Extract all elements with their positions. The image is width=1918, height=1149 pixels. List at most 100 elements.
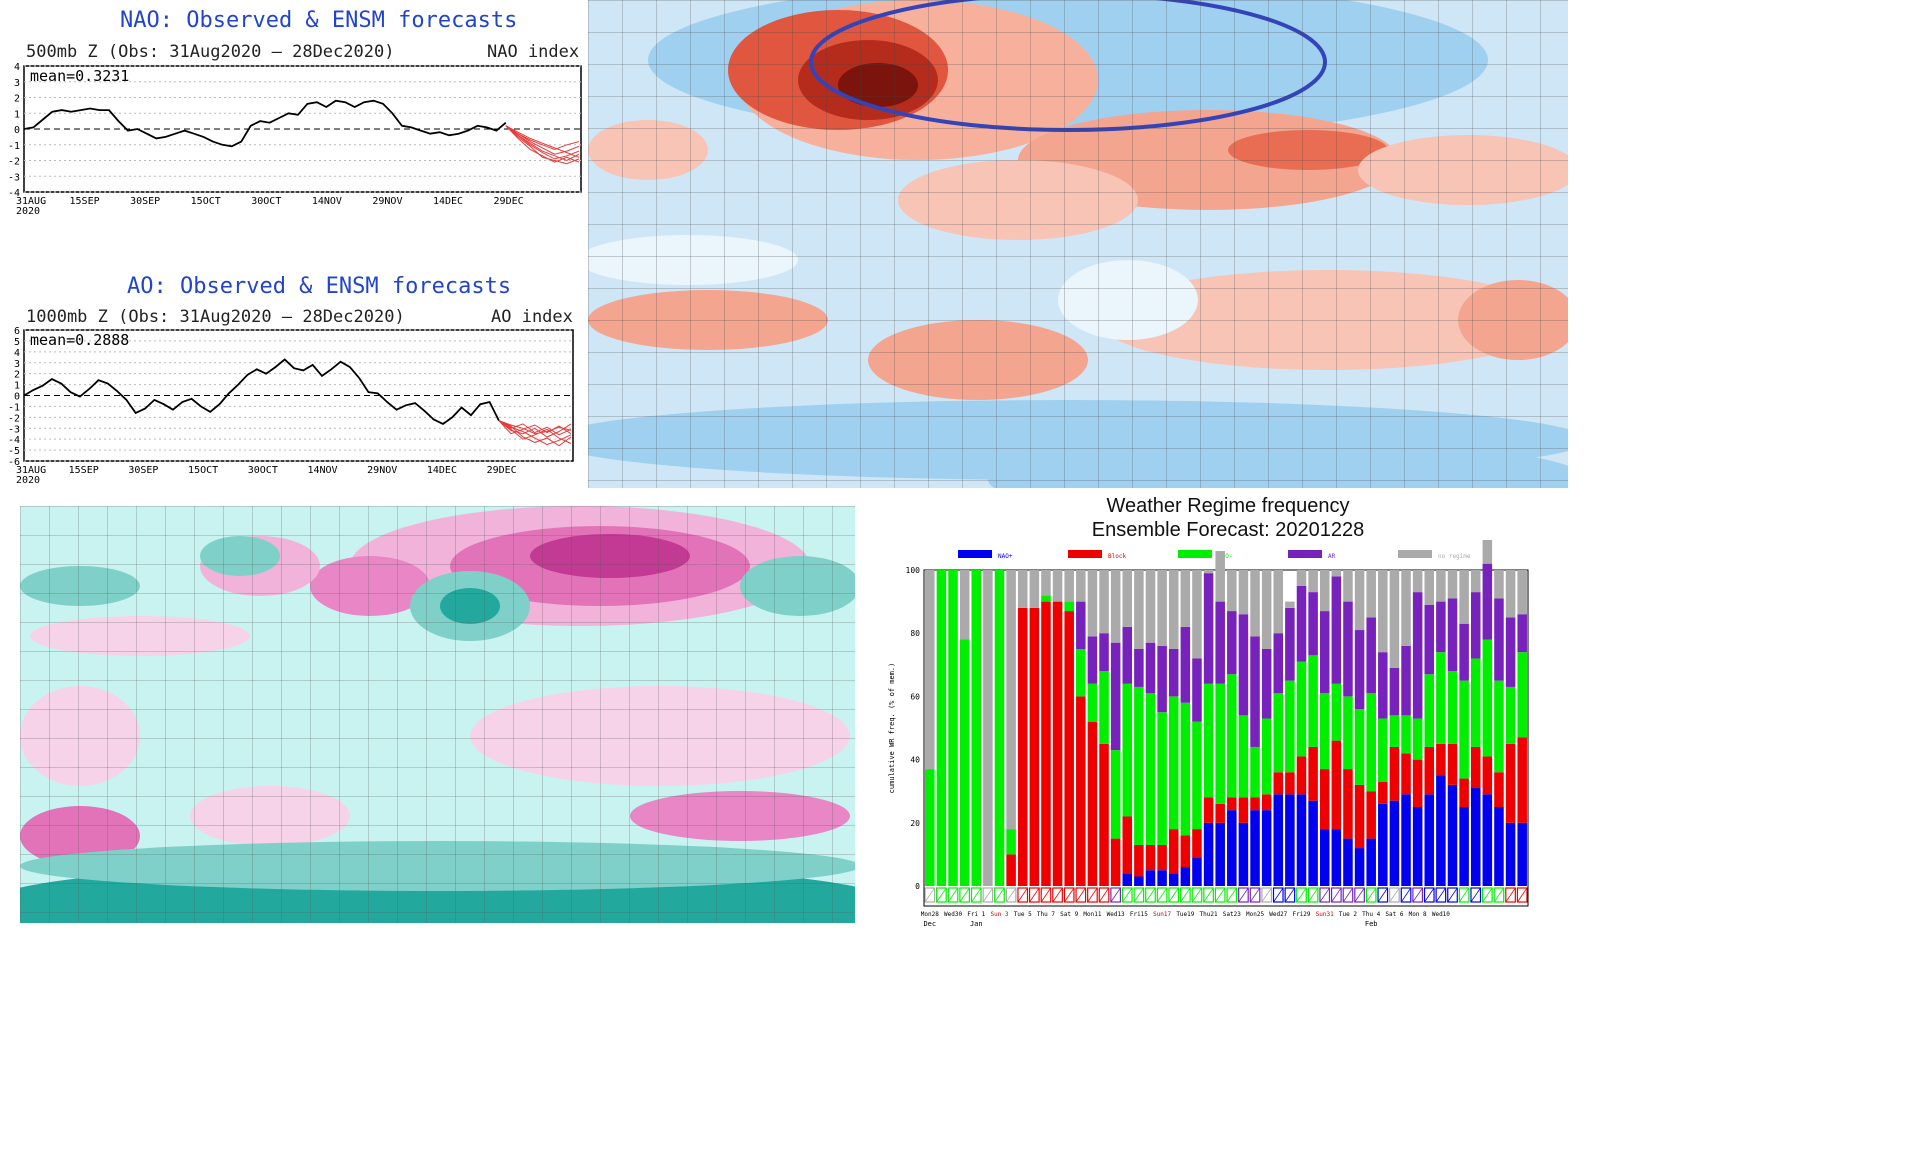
y-tick-label: 80	[910, 629, 920, 638]
regime-marker-hatch	[1157, 887, 1168, 903]
bar-segment	[1110, 750, 1121, 839]
bar-segment	[1099, 570, 1109, 634]
forecast-member-line	[498, 420, 572, 444]
bar-segment	[1296, 570, 1307, 586]
regime-marker-hatch	[1482, 887, 1493, 903]
bar-segment	[1250, 746, 1260, 798]
legend-label: NAO+	[998, 553, 1013, 560]
bar-segment	[1180, 867, 1191, 886]
bar-segment	[1378, 652, 1388, 719]
y-tick-label: 4	[14, 62, 20, 73]
x-tick-label: Thu21	[1200, 911, 1218, 918]
bar-segment	[1366, 693, 1376, 792]
bar-segment	[1273, 693, 1284, 773]
regime-marker-hatch	[982, 887, 993, 903]
bar-segment	[1261, 810, 1272, 886]
bar-segment	[1087, 683, 1098, 722]
regime-marker-hatch	[1110, 887, 1121, 903]
x-tick-label: 15OCT	[188, 465, 218, 476]
bar-segment	[1401, 753, 1411, 795]
bar-segment	[1296, 661, 1307, 757]
bar-segment	[1227, 797, 1237, 811]
bar-segment	[971, 570, 982, 886]
x-tick-label: 30OCT	[248, 465, 278, 476]
x-tick-label: Wed13	[1107, 911, 1125, 918]
y-tick-label: -4	[8, 188, 20, 199]
bar-segment	[1192, 829, 1202, 858]
bar-segment	[1017, 570, 1028, 608]
regime-marker-hatch	[1400, 887, 1412, 903]
bar-segment	[1273, 570, 1284, 634]
x-tick-label: Fri 1	[967, 911, 985, 918]
bar-segment	[1238, 570, 1249, 615]
bar-segment	[1215, 601, 1225, 684]
bar-segment	[1517, 737, 1527, 823]
bar-segment	[1424, 604, 1435, 675]
bar-segment	[1331, 829, 1342, 886]
bar-segment	[1424, 794, 1435, 886]
forecast-member-line	[498, 420, 572, 446]
bar-segment	[1273, 794, 1284, 886]
x-tick-label: Sat23	[1223, 911, 1241, 918]
bar-segment	[1285, 680, 1295, 773]
x-tick-label: Wed10	[1432, 911, 1450, 918]
bar-segment	[1343, 838, 1353, 886]
bar-segment	[1261, 570, 1272, 649]
regime-marker-hatch	[1284, 887, 1295, 903]
x-tick-label: 31AUG	[16, 465, 46, 476]
bar-segment	[1064, 601, 1074, 612]
bar-segment	[1319, 693, 1330, 770]
bar-segment	[1389, 746, 1400, 801]
y-tick-label: -2	[8, 157, 20, 168]
ao-index-label: AO index	[491, 307, 573, 327]
ao-subtitle: 1000mb Z (Obs: 31Aug2020 – 28Dec2020)	[26, 307, 405, 327]
bar-segment	[1459, 778, 1469, 807]
bar-segment	[1285, 607, 1295, 681]
bar-segment	[925, 769, 935, 886]
bar-segment	[1436, 652, 1446, 744]
bar-segment	[1308, 655, 1318, 747]
bar-segment	[959, 570, 970, 640]
observed-line	[23, 358, 500, 425]
bar-segment	[1296, 585, 1307, 662]
bar-segment	[1412, 718, 1423, 760]
x-tick-label: 29DEC	[487, 465, 517, 476]
x-tick-label: Sat 6	[1385, 911, 1403, 918]
mean-label: mean=0.2888	[30, 331, 129, 349]
bar-segment	[1331, 683, 1342, 741]
x-tick-label: 30SEP	[128, 465, 158, 476]
wr-title-line1: Weather Regime frequency	[1106, 495, 1350, 517]
bar-segment	[1076, 649, 1086, 697]
y-tick-label: 0	[14, 392, 20, 403]
bar-segment	[1308, 570, 1318, 593]
bar-segment	[1168, 696, 1179, 830]
bar-segment	[1354, 570, 1365, 631]
bar-segment	[1424, 570, 1435, 605]
regime-marker-hatch	[1377, 887, 1388, 903]
regime-marker-hatch	[947, 887, 959, 903]
bar-segment	[1401, 794, 1411, 886]
legend-swatch	[1068, 550, 1102, 558]
bar-segment	[1308, 800, 1318, 886]
bar-segment	[1494, 680, 1504, 773]
regime-marker-hatch	[1133, 887, 1144, 903]
x-tick-label: Fri29	[1292, 911, 1310, 918]
regime-marker-hatch	[1342, 887, 1354, 903]
regime-marker-hatch	[1470, 887, 1481, 903]
bar-segment	[1354, 848, 1365, 886]
bar-segment	[959, 639, 970, 886]
forecast-member-line	[505, 125, 580, 158]
x-tick-label: Mon11	[1083, 911, 1101, 918]
x-tick-label: 15OCT	[191, 196, 221, 207]
bar-segment	[1006, 854, 1016, 886]
bar-segment	[936, 570, 947, 886]
bar-segment	[1412, 759, 1423, 807]
bar-segment	[1227, 570, 1237, 612]
bar-segment	[994, 570, 1005, 886]
bar-segment	[1401, 570, 1411, 646]
bar-segment	[1482, 794, 1493, 886]
bar-segment	[1122, 626, 1133, 684]
bar-segment	[1215, 683, 1225, 804]
bar-segment	[1110, 642, 1121, 751]
regime-marker-hatch	[1040, 887, 1052, 903]
